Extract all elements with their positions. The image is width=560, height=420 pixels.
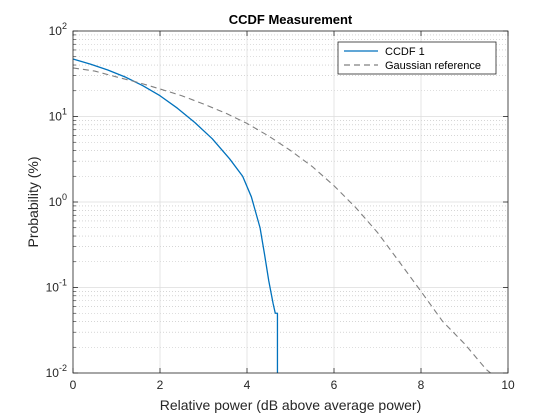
y-tick-label: 101	[49, 107, 67, 124]
x-tick-label: 2	[157, 378, 164, 392]
x-tick-label: 4	[244, 378, 251, 392]
x-axis-label: Relative power (dB above average power)	[160, 397, 421, 413]
chart-title: CCDF Measurement	[229, 12, 353, 27]
x-tick-label: 0	[70, 378, 77, 392]
series-layer	[72, 58, 491, 374]
series-line-2	[72, 67, 491, 374]
y-tick-label: 102	[49, 21, 67, 38]
y-tick-label: 10-2	[46, 363, 67, 380]
x-tick-label: 6	[331, 378, 338, 392]
legend: CCDF 1 Gaussian reference	[337, 41, 497, 75]
legend-entry-2: Gaussian reference	[385, 60, 481, 72]
x-tick-label: 10	[501, 378, 515, 392]
ticks: 0 2 4 6 8 10 10-2 10-1 100 101 102	[46, 21, 515, 392]
legend-box	[337, 41, 497, 75]
series-line-1	[72, 58, 279, 373]
legend-entry-1: CCDF 1	[385, 46, 425, 58]
y-tick-label: 10-1	[46, 278, 67, 295]
x-tick-label: 8	[418, 378, 425, 392]
y-tick-label: 100	[49, 192, 67, 209]
y-axis-label: Probability (%)	[25, 156, 41, 247]
